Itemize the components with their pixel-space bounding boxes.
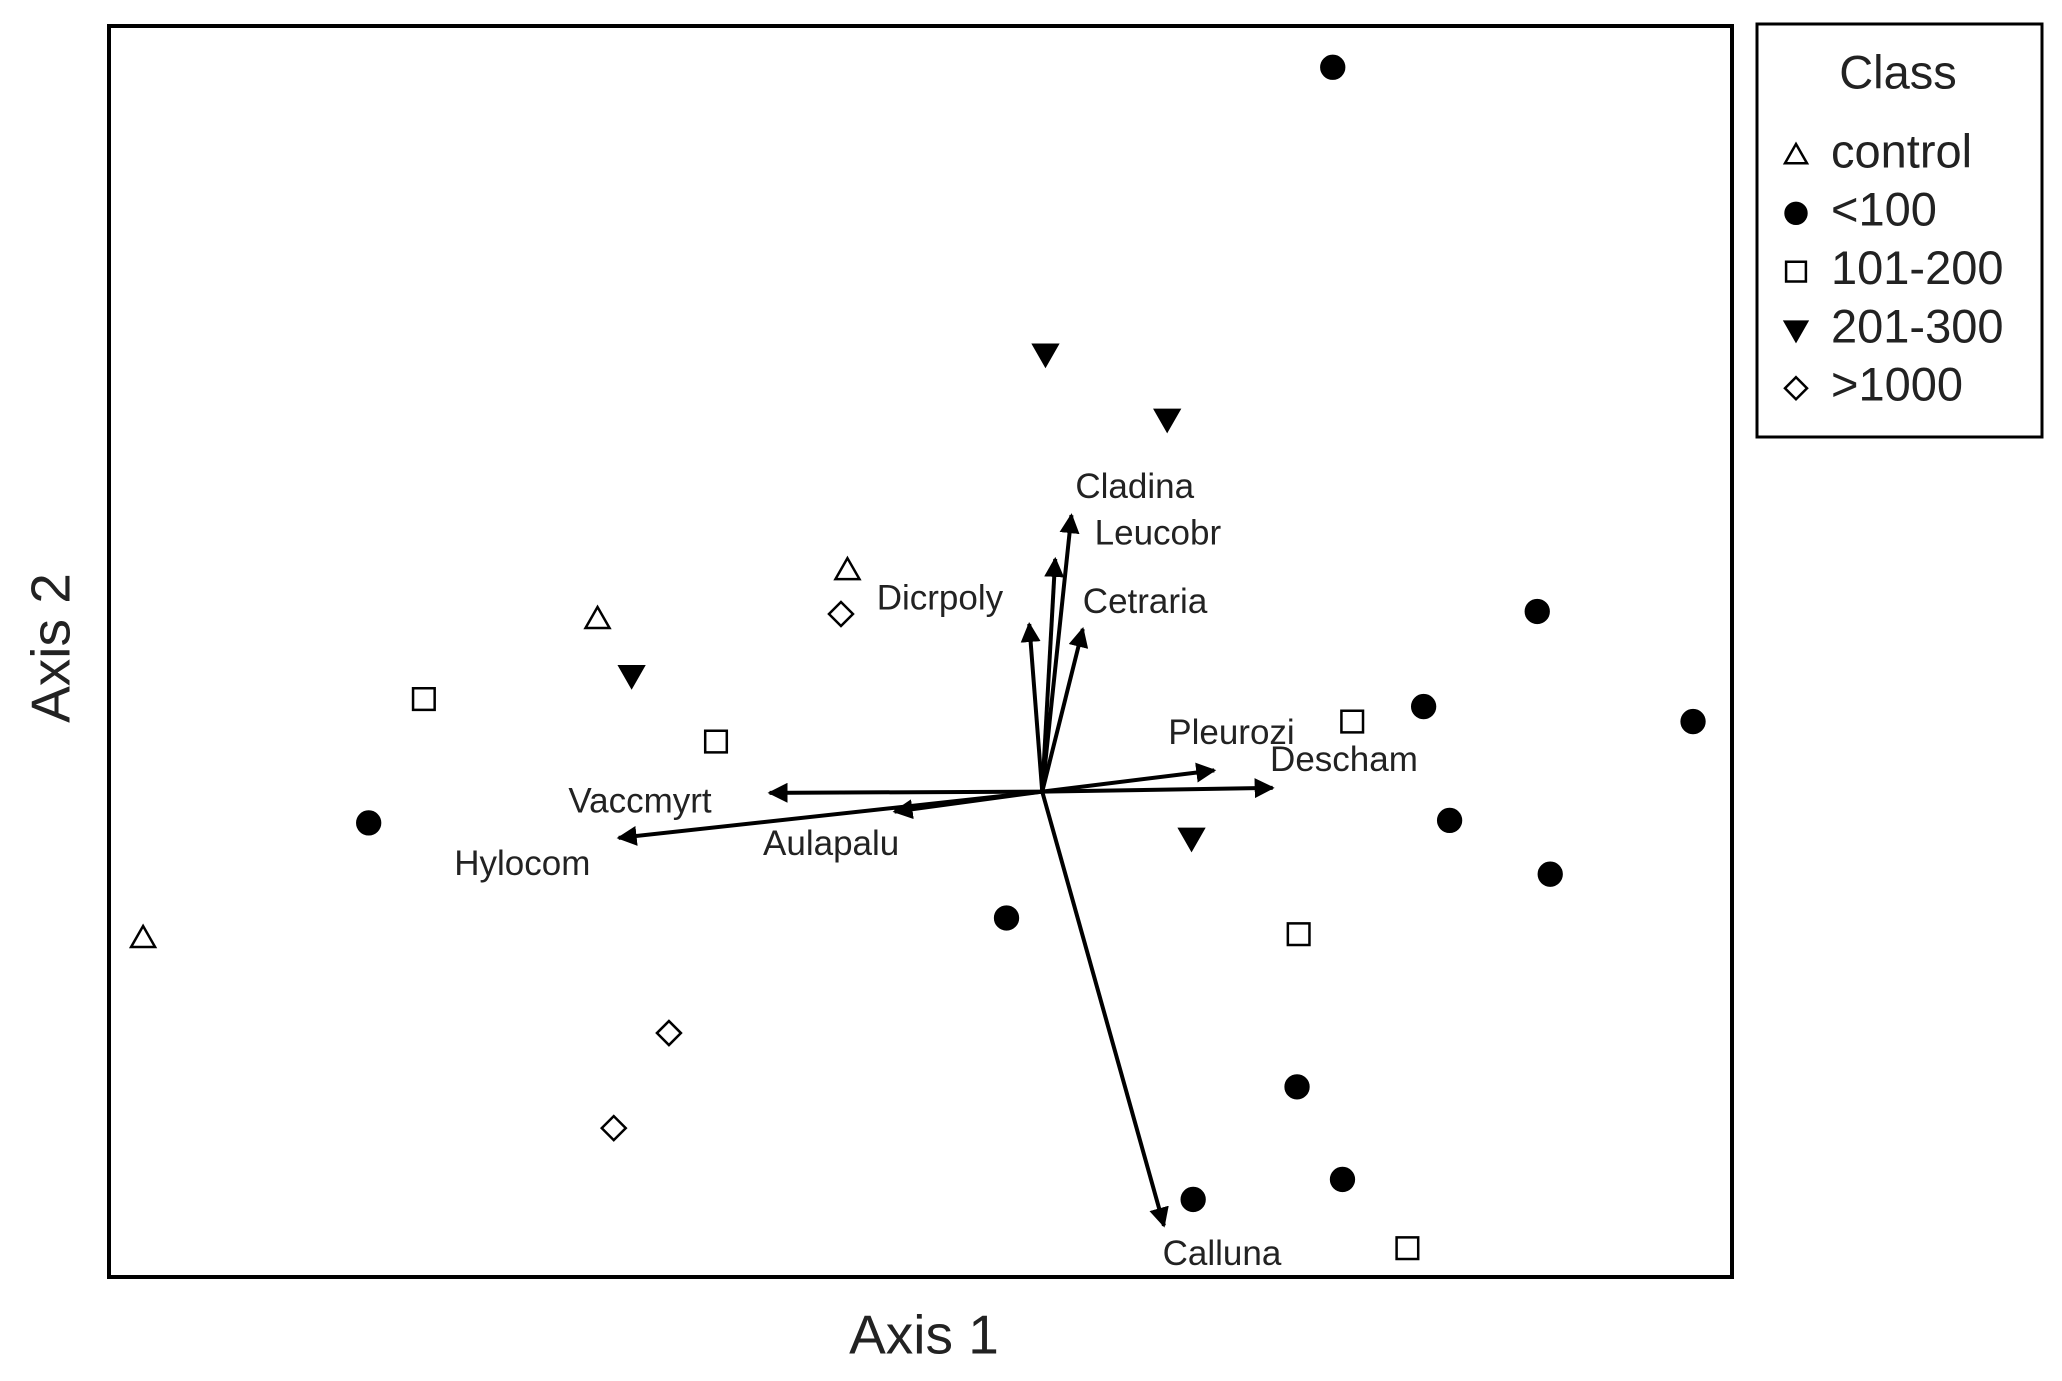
point bbox=[1680, 708, 1706, 735]
point bbox=[1537, 861, 1563, 887]
vector-arrow bbox=[1041, 762, 1217, 794]
legend-marker bbox=[1782, 141, 1810, 165]
point bbox=[1436, 807, 1463, 834]
vector-label: Aulapalu bbox=[763, 824, 899, 863]
point bbox=[128, 923, 158, 949]
vector-label: Cetraria bbox=[1083, 582, 1208, 621]
vector-arrow bbox=[1020, 621, 1045, 792]
point bbox=[1031, 343, 1060, 369]
point bbox=[1180, 1186, 1206, 1213]
legend-label: >1000 bbox=[1831, 358, 1963, 411]
legend-label: control bbox=[1831, 124, 1972, 177]
vector-label: Vaccmyrt bbox=[568, 782, 712, 821]
point bbox=[1286, 922, 1311, 947]
point bbox=[1340, 709, 1365, 734]
vector-label: Cladina bbox=[1075, 467, 1194, 506]
point bbox=[411, 686, 436, 712]
legend-title: Class bbox=[1839, 45, 1957, 98]
y-axis-label: Axis 2 bbox=[20, 573, 82, 723]
point bbox=[617, 665, 646, 690]
x-axis-label: Axis 1 bbox=[849, 1304, 999, 1366]
legend-marker bbox=[1782, 320, 1810, 344]
point bbox=[1410, 693, 1437, 720]
vector-arrow bbox=[1040, 791, 1169, 1228]
legend-marker bbox=[1784, 260, 1808, 283]
point bbox=[1329, 1166, 1356, 1193]
point bbox=[1320, 54, 1346, 80]
vector-arrow bbox=[1040, 556, 1065, 792]
vector-label: Calluna bbox=[1163, 1234, 1282, 1273]
point bbox=[1395, 1236, 1420, 1261]
point bbox=[1524, 598, 1550, 625]
vector-arrow bbox=[1040, 513, 1080, 792]
legend-marker bbox=[1784, 201, 1808, 226]
vector-arrow bbox=[1042, 778, 1275, 799]
legend-frame bbox=[1755, 22, 2044, 439]
vector-label: Hylocom bbox=[454, 844, 590, 883]
vector-arrow bbox=[616, 789, 1043, 846]
vector-arrow bbox=[1040, 627, 1089, 793]
point bbox=[599, 1114, 628, 1142]
vector-arrow bbox=[767, 782, 1043, 803]
point bbox=[655, 1019, 683, 1047]
point bbox=[1177, 827, 1206, 853]
point bbox=[827, 600, 855, 628]
point bbox=[1284, 1074, 1310, 1100]
legend-label: 101-200 bbox=[1831, 241, 2004, 294]
vector-label: Dicrpoly bbox=[877, 579, 1004, 618]
legend-marker bbox=[1783, 375, 1809, 401]
legend-label: 201-300 bbox=[1831, 299, 2004, 352]
point bbox=[833, 555, 862, 581]
vector-label: Leucobr bbox=[1095, 514, 1222, 553]
point bbox=[583, 604, 612, 630]
vector-label: Pleurozi bbox=[1168, 713, 1294, 752]
point bbox=[1153, 408, 1182, 434]
plot-frame bbox=[107, 24, 1734, 1279]
legend-label: <100 bbox=[1831, 183, 1937, 236]
point bbox=[356, 810, 382, 836]
point bbox=[703, 729, 729, 754]
vector-label: Descham bbox=[1270, 740, 1418, 779]
point bbox=[993, 905, 1020, 931]
